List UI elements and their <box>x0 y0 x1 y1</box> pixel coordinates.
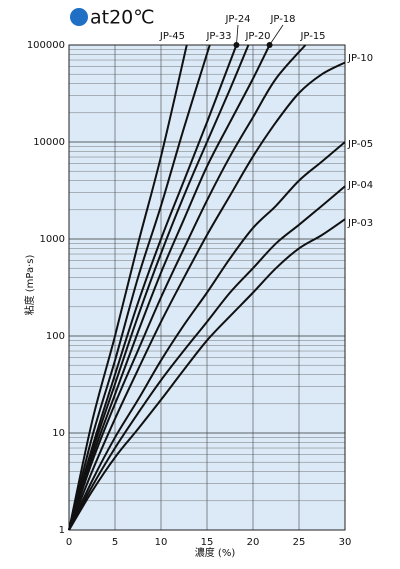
series-label: JP-45 <box>159 31 185 42</box>
y-tick-label: 1 <box>59 525 65 536</box>
end-dot <box>233 42 240 48</box>
y-tick-label: 1000 <box>40 234 65 245</box>
leader-line <box>236 24 239 46</box>
y-tick-label: 10000 <box>33 137 65 148</box>
series-label: JP-33 <box>205 31 231 42</box>
x-tick-label: 15 <box>201 537 214 548</box>
end-dot <box>266 42 273 48</box>
x-tick-label: 10 <box>155 537 168 548</box>
series-line <box>68 44 188 531</box>
series-label: JP-20 <box>244 31 270 42</box>
series-label: JP-04 <box>347 180 373 191</box>
series-label: JP-10 <box>347 53 373 64</box>
leader-line <box>269 24 284 46</box>
series-line <box>68 44 238 531</box>
x-tick-label: 5 <box>112 537 118 548</box>
plot-frame <box>68 44 346 531</box>
chart-title: at20℃ <box>90 7 155 29</box>
series-line <box>68 185 346 531</box>
y-tick-label: 100000 <box>27 40 65 51</box>
x-tick-label: 0 <box>66 537 72 548</box>
series-line <box>68 61 346 531</box>
series-label: JP-03 <box>347 218 373 229</box>
title-marker <box>70 8 88 26</box>
series-label: JP-05 <box>347 139 373 150</box>
y-axis-label: 粘度 (mPa·s) <box>23 254 36 315</box>
x-axis-label: 濃度 (%) <box>195 546 236 559</box>
series-line <box>68 44 307 531</box>
x-tick-label: 25 <box>293 537 306 548</box>
series-line <box>68 44 271 531</box>
x-tick-label: 30 <box>339 537 352 548</box>
series-line <box>68 44 250 531</box>
series-label: JP-15 <box>299 31 325 42</box>
x-tick-label: 20 <box>247 537 260 548</box>
series-line <box>68 141 346 531</box>
series-line <box>68 218 346 531</box>
y-tick-label: 10 <box>52 428 65 439</box>
series-label: JP-18 <box>269 14 295 25</box>
series-label: JP-24 <box>224 14 250 25</box>
series-line <box>68 44 211 531</box>
y-tick-label: 100 <box>46 331 65 342</box>
